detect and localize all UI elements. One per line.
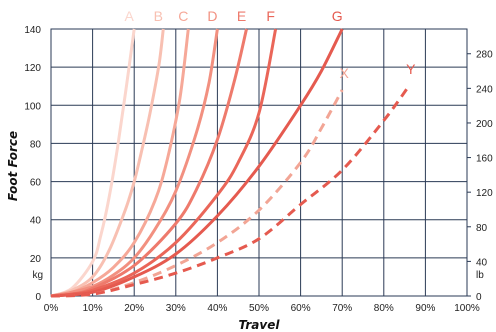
series-label-g: G	[332, 8, 343, 24]
x-tick-label: 20%	[124, 303, 144, 314]
y-tick-label: 120	[24, 63, 41, 74]
x-tick-label: 50%	[249, 303, 269, 314]
series-line-c	[50, 28, 190, 298]
series-label-d: D	[207, 8, 217, 24]
series-line-b	[50, 28, 165, 298]
grid	[50, 28, 471, 297]
x-tick-label: 60%	[291, 303, 311, 314]
y2-tick-label: 40	[476, 257, 488, 268]
y-tick-label: 140	[24, 25, 41, 36]
x-tick-label: 40%	[207, 303, 227, 314]
series-label-x: X	[340, 65, 350, 81]
y-unit-left: kg	[32, 270, 43, 281]
series-label-f: F	[266, 8, 275, 24]
y-tick-label: 0	[35, 292, 41, 303]
y-tick-label: 40	[30, 216, 42, 227]
y-axis-title: Foot Force	[6, 131, 20, 201]
y2-tick-label: 0	[476, 292, 482, 303]
series-layer	[50, 28, 411, 298]
series-line-f	[50, 28, 278, 298]
x-tick-label: 0%	[44, 303, 59, 314]
series-label-y: Y	[406, 61, 416, 77]
y2-tick-label: 200	[476, 119, 493, 130]
y-unit-right: lb	[476, 270, 484, 281]
x-tick-label: 80%	[374, 303, 394, 314]
y-tick-label: 20	[30, 254, 42, 265]
x-tick-label: 90%	[415, 303, 435, 314]
x-axis-title: Travel	[239, 318, 281, 332]
y-tick-label: 60	[30, 178, 42, 189]
x-tick-label: 70%	[332, 303, 352, 314]
y2-tick-label: 80	[476, 223, 488, 234]
series-line-d	[50, 28, 219, 298]
y2-tick-label: 160	[476, 154, 493, 165]
series-line-y	[50, 85, 411, 298]
series-line-a	[50, 28, 136, 298]
series-label-c: C	[178, 8, 188, 24]
series-label-b: B	[154, 8, 163, 24]
x-tick-label: 10%	[83, 303, 103, 314]
curve-labels: A B C D E F G X Y	[125, 8, 417, 81]
y-tick-label: 80	[30, 139, 42, 150]
x-tick-label: 30%	[166, 303, 186, 314]
y2-tick-label: 120	[476, 188, 493, 199]
y2-tick-label: 280	[476, 50, 493, 61]
series-line-x	[50, 89, 344, 298]
tick-labels: 0% 10% 20% 30% 40% 50% 60% 70% 80% 90% 100%0204060…	[24, 25, 493, 314]
series-line-g	[50, 28, 344, 298]
series-label-e: E	[237, 8, 246, 24]
x-tick-label: 100%	[454, 303, 480, 314]
y-tick-label: 100	[24, 101, 41, 112]
series-label-a: A	[125, 8, 135, 24]
y2-tick-label: 240	[476, 84, 493, 95]
